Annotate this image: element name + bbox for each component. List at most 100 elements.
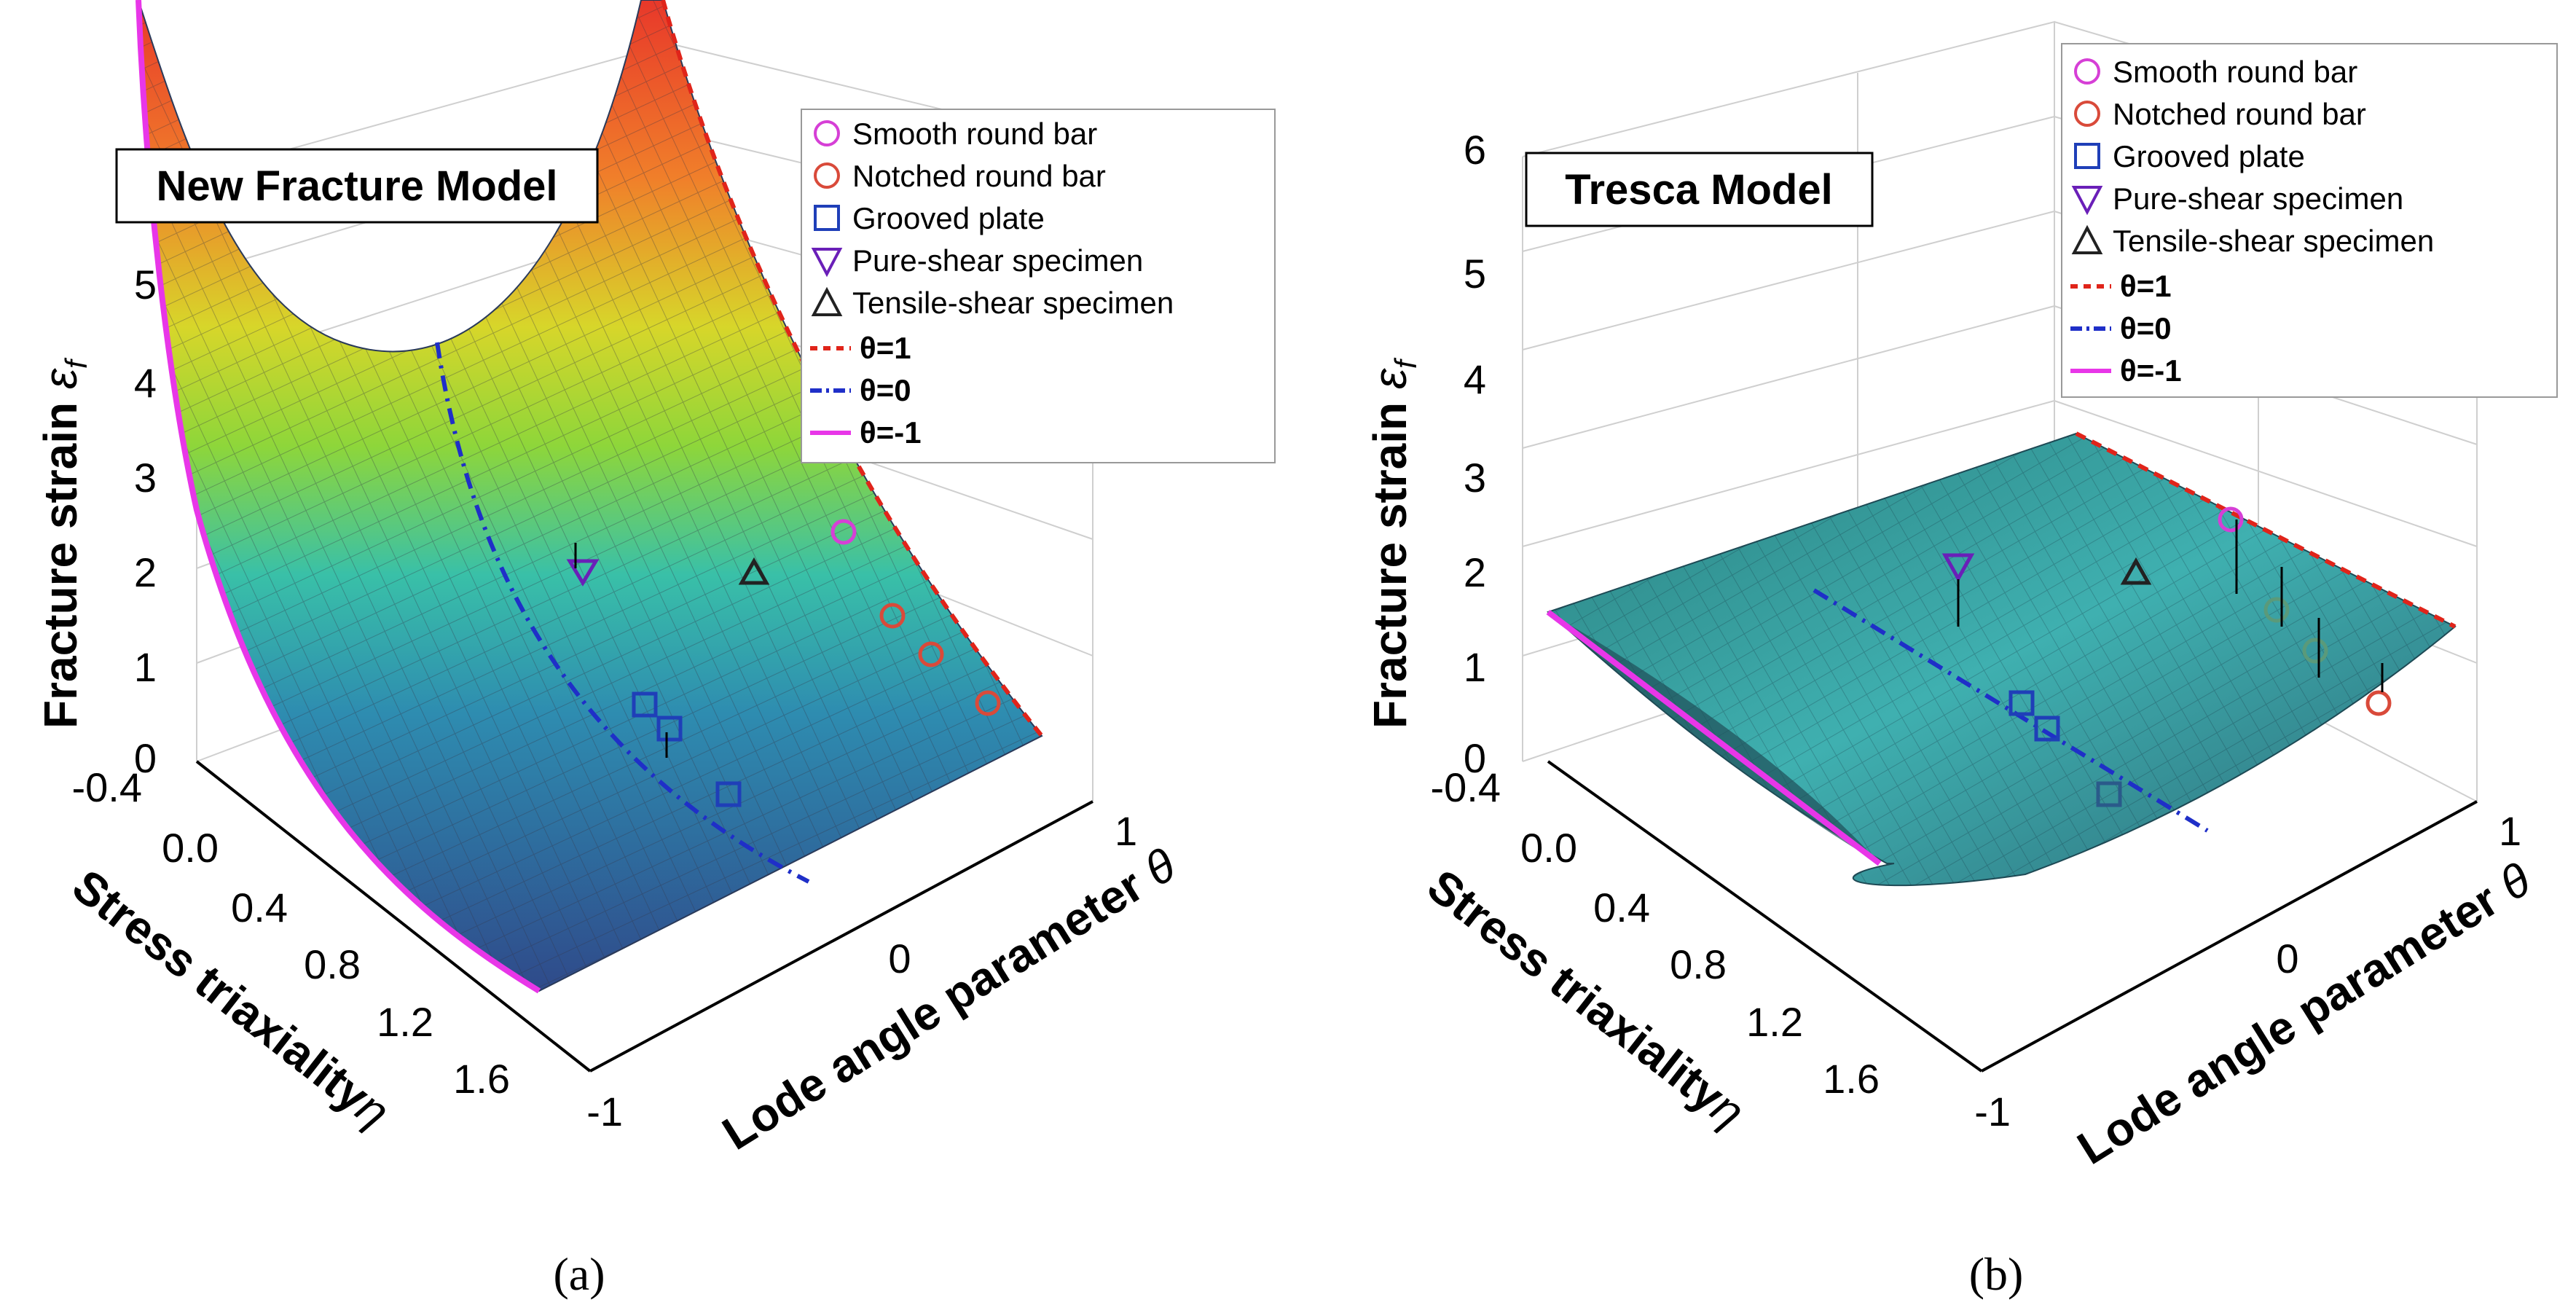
panel-a-markers	[566, 519, 1001, 807]
notched-round-bar-point	[2365, 690, 2392, 716]
legend-label: Tensile-shear specimen	[2113, 224, 2434, 258]
z-tick: 1	[134, 644, 157, 690]
z-tick: 0	[1464, 735, 1486, 781]
x-tick: 1.6	[453, 1056, 510, 1102]
panel-b-x-ticks: -0.4 0.0 0.4 0.8 1.2 1.6	[1431, 764, 1880, 1102]
notched-round-bar-point	[918, 641, 944, 667]
smooth-round-bar-point	[830, 519, 857, 545]
legend-label: Tensile-shear specimen	[852, 286, 1174, 320]
legend-label: Pure-shear specimen	[852, 243, 1143, 278]
z-tick: 4	[1464, 356, 1486, 402]
panel-b-theta-zero-line	[1813, 588, 2209, 833]
grooved-plate-point	[2008, 690, 2035, 716]
grooved-plate-point	[2034, 716, 2060, 742]
y-tick: 1	[1115, 808, 1137, 854]
y-tick: 1	[2499, 808, 2521, 854]
panel-b-model-title: Tresca Model	[1525, 152, 1874, 227]
panel-b-markers	[1941, 506, 2392, 807]
panel-a-axes	[195, 760, 1093, 1073]
panel-a-surface-mesh	[138, 0, 1042, 991]
y-tick: 0	[2276, 936, 2298, 981]
z-tick: 4	[134, 360, 157, 406]
z-axis-label: Fracture strain εf	[34, 357, 93, 729]
pure-shear-point	[1941, 553, 1975, 583]
y-axis-label: Lode angle parameter θ	[713, 838, 1185, 1159]
panel-a-y-label: Lode angle parameter θ	[713, 838, 1185, 1159]
pure-shear-point	[566, 559, 600, 587]
legend-label: Smooth round bar	[2113, 55, 2357, 89]
panel-a-legend: Smooth round bar Notched round bar Groov…	[801, 109, 1276, 463]
grooved-plate-point	[656, 716, 683, 742]
legend-label: Grooved plate	[2113, 139, 2305, 173]
panel-a-label: (a)	[553, 1248, 605, 1300]
legend-label: θ=0	[860, 373, 911, 407]
grooved-plate-point	[2096, 781, 2122, 807]
legend-label: θ=1	[860, 331, 911, 365]
y-tick: -1	[586, 1089, 623, 1134]
panel-a-x-ticks: -0.4 0.0 0.4 0.8 1.2 1.6	[72, 764, 511, 1102]
y-axis-label: Lode angle parameter θ	[2068, 853, 2540, 1174]
panel-a: 0 1 2 3 4 5 6 Fracture strain εf -0.4 0.…	[34, 0, 1276, 1300]
panel-a-theta-zero-line	[435, 342, 810, 884]
panel-b-axes	[1547, 760, 2478, 1073]
x-tick: 1.6	[1823, 1056, 1880, 1102]
z-tick: 6	[1464, 127, 1486, 173]
panel-a-theta-pos1-line	[661, 0, 1044, 737]
notched-round-bar-point	[879, 603, 906, 629]
panel-b-theta-pos1-line	[2075, 431, 2457, 629]
legend-label: Grooved plate	[852, 201, 1045, 235]
panel-b-legend: Smooth round bar Notched round bar Groov…	[2061, 43, 2558, 398]
z-tick: 0	[134, 735, 157, 781]
panel-b: 0 1 2 3 4 5 6 Fracture strain εf -0.4 0.…	[1364, 20, 2558, 1300]
x-tick: 0.0	[162, 825, 219, 871]
z-tick: 3	[1464, 455, 1486, 501]
legend-label: θ=-1	[860, 415, 922, 450]
panel-b-x-label: Stress triaxialityη	[1418, 859, 1754, 1138]
y-tick: -1	[1974, 1089, 2011, 1134]
grooved-plate-point	[632, 691, 658, 718]
z-tick: 5	[1464, 251, 1486, 297]
legend-label: θ=0	[2120, 311, 2172, 345]
x-tick: 0.4	[1593, 885, 1650, 930]
legend-label: Smooth round bar	[852, 117, 1097, 151]
legend-label: Notched round bar	[2113, 97, 2366, 131]
notched-round-bar-point	[2263, 597, 2290, 623]
legend-label: Notched round bar	[852, 159, 1106, 193]
z-tick: 5	[134, 262, 157, 307]
model-title: Tresca Model	[1565, 166, 1832, 213]
panel-a-y-ticks: -1 0 1	[586, 808, 1137, 1134]
notched-round-bar-point	[975, 690, 1001, 716]
x-tick: 0.4	[231, 885, 288, 930]
z-tick: 1	[1464, 644, 1486, 690]
x-tick: 0.8	[304, 941, 361, 987]
notched-round-bar-point	[2302, 638, 2328, 664]
y-tick: 0	[888, 936, 911, 981]
z-tick: 3	[134, 455, 157, 501]
z-tick: 2	[1464, 549, 1486, 595]
x-tick: -0.4	[1431, 764, 1501, 810]
legend-label: θ=1	[2120, 269, 2172, 303]
tensile-shear-point	[738, 557, 770, 585]
x-tick: -0.4	[72, 764, 143, 810]
smooth-round-bar-point	[2218, 506, 2244, 533]
z-axis-label: Fracture strain εf	[1364, 357, 1423, 729]
panel-b-theta-neg1-line	[1546, 609, 1882, 866]
panel-b-z-label: Fracture strain εf	[1364, 357, 1423, 729]
legend-label: θ=-1	[2120, 353, 2182, 388]
x-axis-label: Stress triaxialityη	[1418, 859, 1754, 1138]
model-title: New Fracture Model	[156, 162, 557, 210]
panel-b-y-ticks: -1 0 1	[1974, 808, 2521, 1134]
x-tick: 1.2	[1746, 999, 1803, 1045]
tensile-shear-point	[2120, 557, 2152, 585]
panel-a-model-title: New Fracture Model	[115, 148, 599, 224]
x-tick: 1.2	[377, 999, 433, 1045]
panel-b-z-ticks: 0 1 2 3 4 5 6	[1464, 127, 1486, 781]
legend-label: Pure-shear specimen	[2113, 181, 2403, 216]
panel-a-z-label: Fracture strain εf	[34, 357, 93, 729]
z-tick: 2	[134, 549, 157, 595]
x-tick: 0.8	[1670, 941, 1727, 987]
panel-b-label: (b)	[1969, 1248, 2024, 1300]
x-tick: 0.0	[1520, 825, 1577, 871]
panel-b-y-label: Lode angle parameter θ	[2068, 853, 2540, 1174]
